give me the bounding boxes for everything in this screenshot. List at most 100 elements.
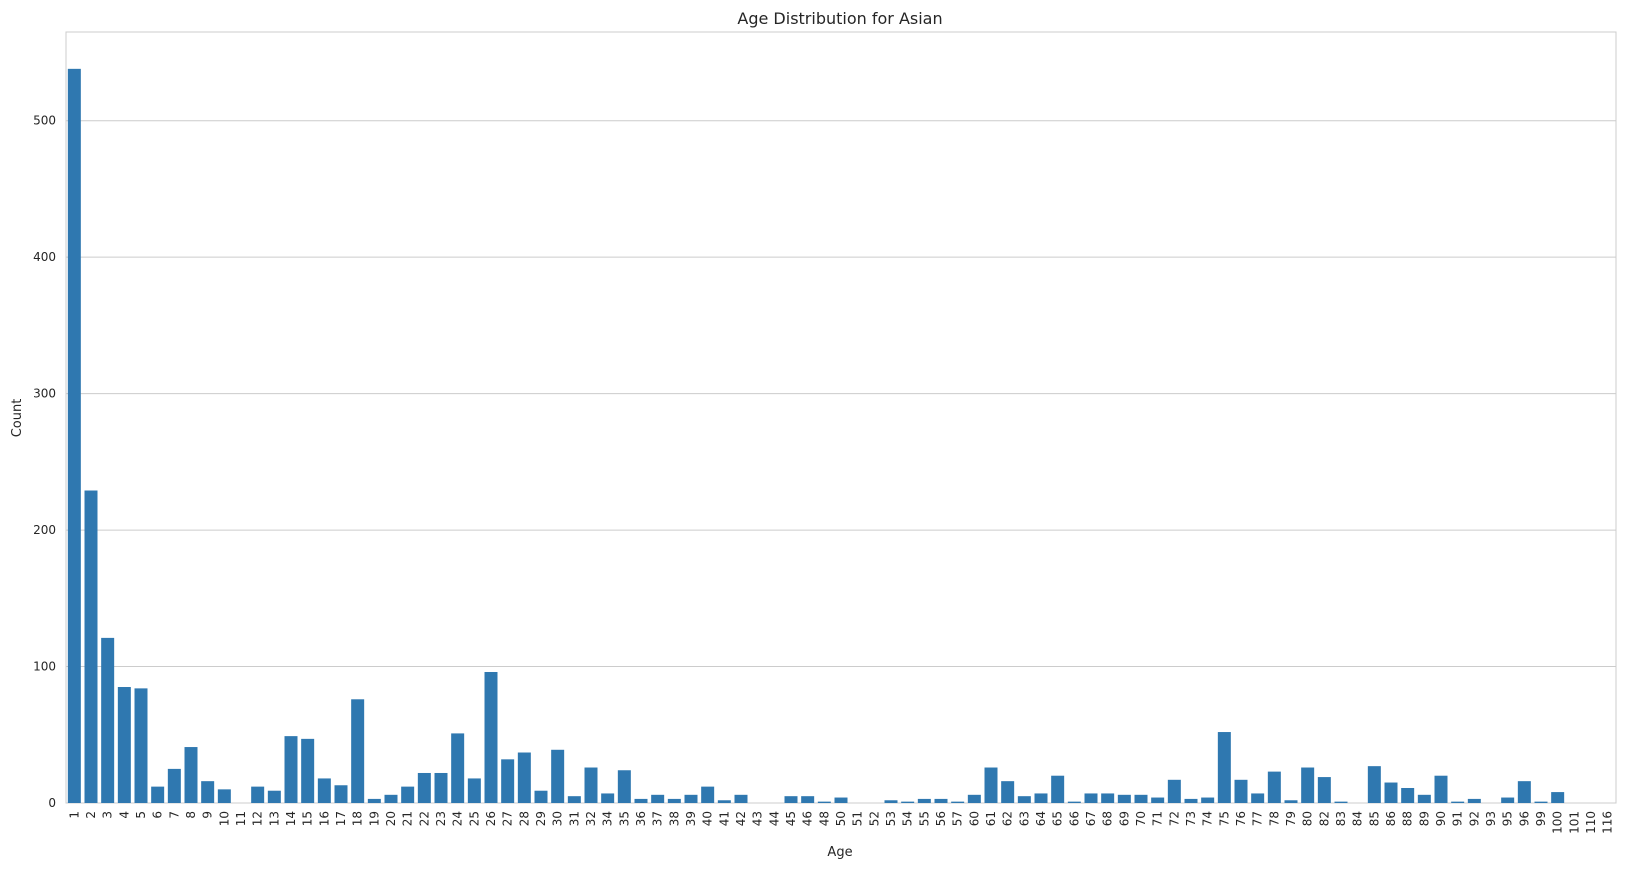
x-tick-label: 45 <box>784 811 798 826</box>
x-tick-label: 93 <box>1484 811 1498 826</box>
x-tick-label: 90 <box>1434 811 1448 826</box>
bar-age-16 <box>317 778 331 803</box>
bar-age-66 <box>1067 801 1081 803</box>
x-tick-label: 78 <box>1267 811 1281 826</box>
bar-age-50 <box>834 797 848 803</box>
bar-age-41 <box>717 800 731 803</box>
bar-age-22 <box>417 772 431 803</box>
x-tick-label: 36 <box>634 811 648 826</box>
x-tick-label: 110 <box>1584 811 1598 834</box>
x-tick-label: 83 <box>1334 811 1348 826</box>
x-tick-label: 66 <box>1067 811 1081 826</box>
x-tick-label: 18 <box>351 811 365 826</box>
bar-age-71 <box>1151 797 1165 803</box>
x-tick-label: 53 <box>884 811 898 826</box>
bar-age-37 <box>651 794 665 803</box>
bar-age-54 <box>901 801 915 803</box>
chart-title: Age Distribution for Asian <box>737 9 942 28</box>
x-tick-label: 39 <box>684 811 698 826</box>
bar-age-3 <box>101 637 115 803</box>
x-tick-label: 13 <box>267 811 281 826</box>
x-tick-label: 20 <box>384 811 398 826</box>
x-tick-label: 101 <box>1567 811 1581 834</box>
bar-age-12 <box>251 786 265 803</box>
x-tick-label: 7 <box>167 811 181 819</box>
x-tick-label: 17 <box>334 811 348 826</box>
bar-age-80 <box>1301 767 1315 803</box>
bar-age-61 <box>984 767 998 803</box>
x-tick-label: 16 <box>317 811 331 826</box>
y-tick-label: 0 <box>48 796 56 810</box>
bar-age-14 <box>284 736 298 803</box>
bar-age-46 <box>801 796 815 803</box>
x-tick-label: 89 <box>1417 811 1431 826</box>
x-tick-label: 9 <box>201 811 215 819</box>
x-tick-label: 73 <box>1184 811 1198 826</box>
bar-age-68 <box>1101 793 1115 803</box>
bar-age-39 <box>684 794 698 803</box>
x-tick-label: 43 <box>751 811 765 826</box>
bar-age-28 <box>517 752 531 803</box>
bar-age-24 <box>451 733 465 803</box>
bar-age-15 <box>301 738 315 803</box>
bar-age-25 <box>467 778 481 803</box>
bar-age-90 <box>1434 775 1448 803</box>
x-tick-label: 77 <box>1251 811 1265 826</box>
x-tick-label: 67 <box>1084 811 1098 826</box>
x-tick-label: 14 <box>284 811 298 826</box>
x-tick-label: 23 <box>434 811 448 826</box>
bar-age-53 <box>884 800 898 803</box>
bar-age-8 <box>184 747 198 803</box>
bar-age-23 <box>434 772 448 803</box>
y-tick-label: 300 <box>33 387 56 401</box>
x-tick-label: 100 <box>1551 811 1565 834</box>
bar-age-17 <box>334 785 348 803</box>
x-tick-label: 63 <box>1017 811 1031 826</box>
bar-age-65 <box>1051 775 1065 803</box>
x-tick-label: 116 <box>1601 811 1615 834</box>
bar-age-55 <box>917 798 931 803</box>
x-tick-label: 11 <box>234 811 248 826</box>
bar-age-40 <box>701 786 715 803</box>
x-tick-label: 84 <box>1351 811 1365 826</box>
x-tick-label: 48 <box>817 811 831 826</box>
bar-age-4 <box>117 687 131 803</box>
bar-age-34 <box>601 793 615 803</box>
x-tick-labels: 1 2 3 4 5 6 7 8 9 10 11 12 13 14 15 16 17 18 19 20 21 22 23 24 2… <box>67 811 1614 834</box>
bar-age-62 <box>1001 781 1015 803</box>
bar-age-42 <box>734 794 748 803</box>
bar-age-89 <box>1417 794 1431 803</box>
bar-age-76 <box>1234 779 1248 803</box>
x-tick-label: 28 <box>517 811 531 826</box>
x-tick-label: 70 <box>1134 811 1148 826</box>
bar-age-9 <box>201 781 215 803</box>
bar-age-6 <box>151 786 165 803</box>
x-tick-label: 74 <box>1201 811 1215 826</box>
bar-age-96 <box>1517 781 1531 803</box>
bar-age-35 <box>617 770 631 803</box>
bar-age-64 <box>1034 793 1048 803</box>
x-tick-label: 72 <box>1167 811 1181 826</box>
x-tick-label: 76 <box>1234 811 1248 826</box>
x-tick-label: 19 <box>367 811 381 826</box>
x-tick-label: 50 <box>834 811 848 826</box>
x-tick-label: 54 <box>901 811 915 826</box>
bar-age-21 <box>401 786 415 803</box>
x-tick-label: 64 <box>1034 811 1048 826</box>
bar-age-1 <box>67 68 81 804</box>
y-tick-label: 400 <box>33 250 56 264</box>
x-tick-label: 55 <box>917 811 931 826</box>
x-tick-label: 29 <box>534 811 548 826</box>
bar-age-31 <box>567 796 581 803</box>
x-tick-label: 31 <box>567 811 581 826</box>
x-tick-label: 35 <box>617 811 631 826</box>
bar-age-88 <box>1401 787 1415 803</box>
x-tick-label: 6 <box>151 811 165 819</box>
x-tick-label: 4 <box>117 811 131 819</box>
bar-age-77 <box>1251 793 1265 803</box>
bar-age-30 <box>551 749 565 803</box>
y-tick-label: 500 <box>33 114 56 128</box>
bar-age-95 <box>1501 797 1515 803</box>
